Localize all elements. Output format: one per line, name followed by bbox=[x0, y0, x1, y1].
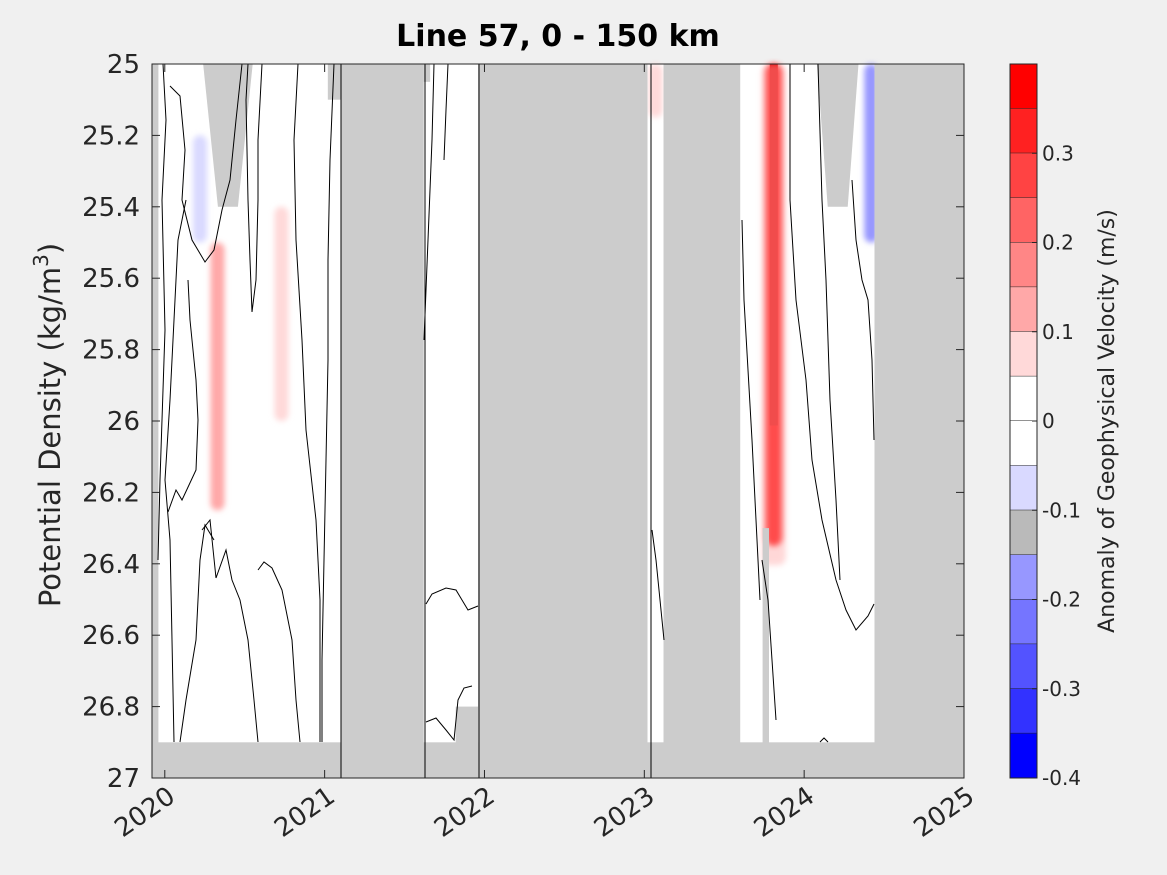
contour-line bbox=[425, 587, 479, 611]
colorbar-level bbox=[1010, 376, 1037, 421]
colorbar-label: Anomaly of Geophysical Velocity (m/s) bbox=[1095, 209, 1120, 633]
anomaly-halo bbox=[761, 64, 786, 566]
y-tick-label: 26.4 bbox=[82, 550, 140, 580]
y-tick-label: 25.4 bbox=[82, 193, 140, 223]
y-tick-label: 25.6 bbox=[82, 264, 140, 294]
colorbar-tick-label: 0.1 bbox=[1042, 320, 1074, 344]
contour-line bbox=[245, 63, 263, 313]
gap-borders bbox=[340, 64, 652, 778]
contour-line bbox=[423, 63, 435, 341]
no-data-region bbox=[423, 64, 431, 82]
contour-line bbox=[164, 199, 187, 743]
colorbar-level bbox=[1010, 64, 1037, 109]
no-data-region bbox=[340, 64, 424, 778]
y-axis-label-text: Potential Density (kg/m bbox=[33, 267, 67, 607]
y-tick-label: 27 bbox=[107, 764, 140, 794]
colorbar-level bbox=[1010, 733, 1037, 778]
colorbar: 0.3 0.2 0.1 0 -0.1 -0.2 -0.3 -0.4 bbox=[1009, 63, 1081, 790]
no-data-layer bbox=[152, 64, 964, 778]
contour-line bbox=[321, 63, 335, 742]
no-data-region bbox=[478, 64, 648, 778]
contour-line bbox=[201, 518, 259, 743]
contour-line bbox=[293, 63, 321, 742]
colorbar-level bbox=[1010, 465, 1037, 511]
y-axis-label-close: ) bbox=[33, 243, 67, 254]
anomaly-patch bbox=[192, 135, 207, 243]
contour-line bbox=[651, 529, 665, 641]
y-axis-label-superscript: 3 bbox=[29, 254, 53, 267]
x-tick-label: 2022 bbox=[429, 781, 500, 844]
y-tick-label: 25.8 bbox=[82, 336, 140, 366]
colorbar-level bbox=[1010, 331, 1037, 377]
no-data-region bbox=[152, 742, 964, 778]
no-data-region bbox=[203, 64, 253, 207]
colorbar-tick-label: -0.1 bbox=[1042, 498, 1081, 522]
anomaly-patch bbox=[274, 206, 289, 421]
colorbar-level bbox=[1010, 644, 1037, 689]
y-axis: 25 25.2 25.4 25.6 25.8 26 26.2 26.4 26.6 26.8 27 bbox=[82, 50, 964, 794]
y-tick-label: 25.2 bbox=[82, 121, 140, 151]
y-tick-label: 25 bbox=[107, 50, 140, 80]
no-data-region bbox=[327, 64, 341, 100]
colorbar-level bbox=[1010, 108, 1037, 154]
colorbar-level bbox=[1010, 421, 1037, 466]
contour-line bbox=[425, 685, 473, 742]
colorbar-tick-label: -0.2 bbox=[1042, 588, 1081, 612]
colorbar-level bbox=[1010, 688, 1037, 734]
no-data-region bbox=[816, 64, 859, 207]
y-tick-label: 26.8 bbox=[82, 693, 140, 723]
colorbar-tick-label: -0.3 bbox=[1042, 677, 1081, 701]
contour-line bbox=[167, 279, 199, 513]
x-tick-label: 2025 bbox=[909, 781, 980, 844]
x-tick-label: 2024 bbox=[749, 781, 820, 844]
contour-line bbox=[817, 63, 841, 581]
contour-line bbox=[789, 64, 875, 631]
y-axis-label: Potential Density (kg/m3) bbox=[29, 243, 67, 607]
no-data-region bbox=[663, 64, 741, 778]
colorbar-tick-label: -0.4 bbox=[1042, 766, 1081, 790]
colorbar-level bbox=[1010, 153, 1037, 198]
anomaly-patch bbox=[648, 64, 663, 118]
colorbar-level bbox=[1010, 510, 1037, 555]
colorbar-level bbox=[1010, 554, 1037, 600]
x-tick-label: 2023 bbox=[589, 781, 660, 844]
y-tick-label: 26 bbox=[107, 407, 140, 437]
no-data-region bbox=[874, 64, 964, 778]
colorbar-level bbox=[1010, 287, 1037, 332]
y-tick-label: 26.6 bbox=[82, 621, 140, 651]
x-tick-label: 2021 bbox=[269, 781, 340, 844]
colorbar-level bbox=[1010, 599, 1037, 645]
colorbar-tick-label: 0.3 bbox=[1042, 141, 1074, 165]
y-tick-label: 26.2 bbox=[82, 478, 140, 508]
colorbar-level bbox=[1010, 242, 1037, 288]
colorbar-tick-label: 0.2 bbox=[1042, 231, 1074, 255]
contour-line bbox=[157, 63, 167, 561]
contour-line bbox=[819, 737, 829, 743]
colorbar-tick-label: 0 bbox=[1042, 409, 1055, 433]
colorbar-level bbox=[1010, 197, 1037, 243]
contour-line bbox=[169, 63, 243, 263]
anomaly-patch bbox=[210, 242, 225, 511]
contour-line bbox=[257, 561, 301, 743]
contour-line bbox=[179, 523, 215, 743]
contour-layer bbox=[157, 63, 875, 743]
contour-line bbox=[761, 559, 777, 721]
chart-title: Line 57, 0 - 150 km bbox=[396, 19, 720, 54]
contour-line bbox=[443, 63, 449, 161]
plot-area bbox=[151, 63, 965, 779]
contour-line bbox=[741, 219, 761, 601]
no-data-region bbox=[455, 706, 479, 778]
no-data-region bbox=[762, 528, 769, 778]
contour-line bbox=[851, 179, 875, 441]
